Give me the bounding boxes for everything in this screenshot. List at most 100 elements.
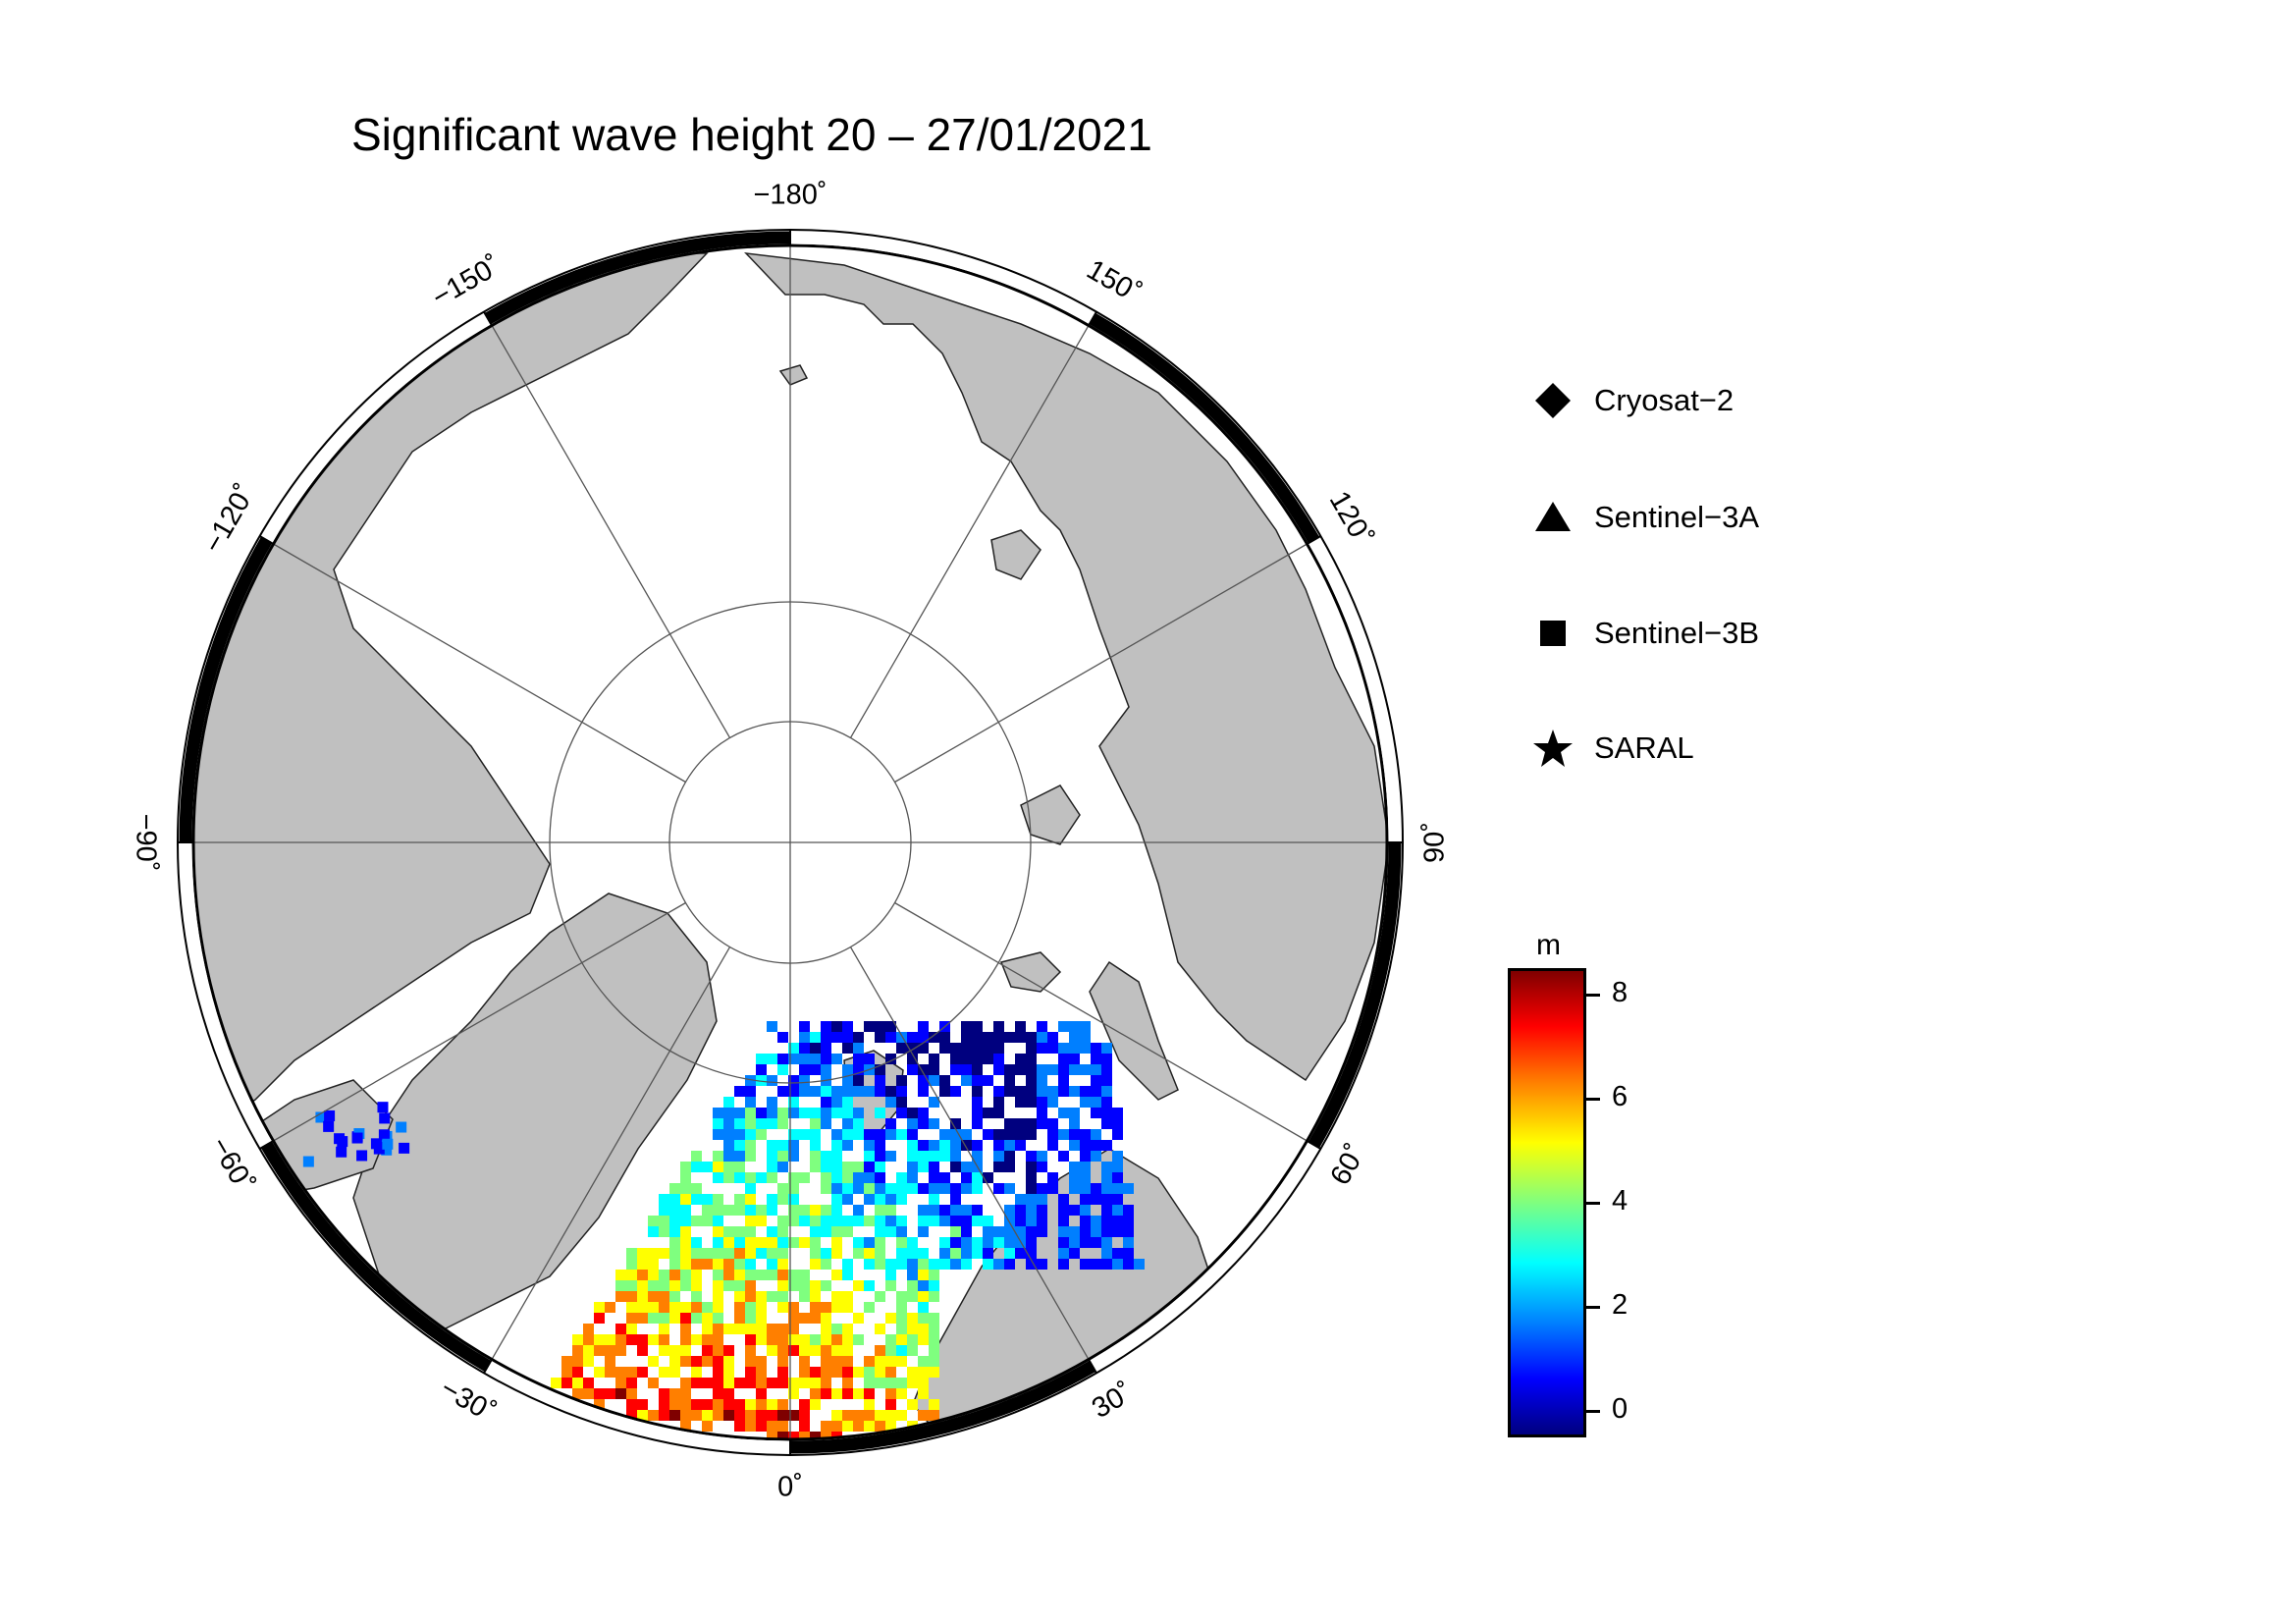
wave-height-sample <box>777 1259 788 1270</box>
wave-height-sample <box>1026 1129 1037 1140</box>
wave-height-sample <box>767 1194 777 1205</box>
wave-height-sample <box>745 1140 756 1151</box>
wave-height-sample <box>864 1129 875 1140</box>
wave-height-sample <box>572 1345 583 1356</box>
wave-height-sample <box>594 1388 605 1399</box>
wave-height-sample <box>745 1410 756 1421</box>
wave-height-sample <box>626 1367 637 1378</box>
wave-height-sample <box>1047 1043 1058 1054</box>
wave-height-sample <box>853 1183 864 1194</box>
wave-height-sample <box>907 1378 918 1388</box>
wave-height-sample <box>972 1248 983 1259</box>
wave-height-sample <box>885 1194 896 1205</box>
wave-height-sample <box>605 1345 615 1356</box>
wave-height-sample <box>723 1345 734 1356</box>
wave-height-sample <box>799 1108 810 1118</box>
wave-height-sample <box>767 1334 777 1345</box>
wave-height-sample <box>842 1118 853 1129</box>
wave-height-sample <box>767 1291 777 1302</box>
wave-height-sample <box>875 1086 885 1097</box>
colorbar-tick-label: 8 <box>1612 976 1629 1008</box>
wave-height-sample <box>723 1140 734 1151</box>
wave-height-sample <box>907 1313 918 1324</box>
wave-height-sample <box>767 1421 777 1432</box>
wave-height-sample <box>993 1108 1004 1118</box>
wave-height-sample <box>583 1378 594 1388</box>
wave-height-sample <box>1091 1097 1101 1108</box>
wave-height-sample <box>777 1162 788 1172</box>
wave-height-sample <box>648 1410 659 1421</box>
wave-height-sample <box>939 1086 950 1097</box>
wave-height-sample <box>918 1367 929 1378</box>
wave-height-sample <box>842 1388 853 1399</box>
wave-height-sample <box>1004 1237 1015 1248</box>
wave-height-sample <box>659 1345 669 1356</box>
wave-height-sample <box>1026 1097 1037 1108</box>
wave-height-sample <box>918 1216 929 1226</box>
wave-height-sample <box>907 1108 918 1118</box>
wave-height-sample <box>842 1140 853 1151</box>
wave-height-sample <box>810 1129 821 1140</box>
longitude-label: −120˚ <box>197 479 261 559</box>
meridian-line <box>491 947 731 1360</box>
wave-height-sample <box>637 1270 648 1280</box>
wave-height-sample <box>680 1356 691 1367</box>
wave-height-sample <box>918 1064 929 1075</box>
wave-height-sample <box>918 1205 929 1216</box>
wave-height-sample <box>788 1313 799 1324</box>
wave-height-sample <box>691 1399 702 1410</box>
wave-height-sample <box>972 1075 983 1086</box>
longitude-label: −60˚ <box>204 1132 260 1198</box>
wave-height-sample <box>1112 1259 1123 1270</box>
wave-height-sample <box>918 1183 929 1194</box>
wave-height-sample <box>734 1248 745 1259</box>
wave-height-sample <box>723 1270 734 1280</box>
wave-height-sample <box>572 1356 583 1367</box>
wave-height-sample <box>1123 1248 1134 1259</box>
wave-height-sample <box>821 1216 831 1226</box>
meridian-line <box>849 947 1090 1360</box>
wave-height-sample <box>669 1280 680 1291</box>
wave-height-sample <box>810 1248 821 1259</box>
wave-height-sample <box>691 1280 702 1291</box>
wave-height-sample <box>734 1140 745 1151</box>
wave-height-sample <box>799 1291 810 1302</box>
wave-height-sample <box>821 1378 831 1388</box>
wave-height-sample <box>799 1021 810 1032</box>
wave-height-sample <box>756 1075 767 1086</box>
wave-height-sample <box>983 1259 993 1270</box>
frame-tick <box>259 535 274 545</box>
wave-height-sample <box>691 1151 702 1162</box>
colorbar-tick-label: 0 <box>1612 1393 1629 1426</box>
wave-height-sample <box>821 1172 831 1183</box>
wave-height-sample <box>885 1216 896 1226</box>
wave-height-sample <box>831 1248 842 1259</box>
wave-height-sample <box>691 1237 702 1248</box>
wave-height-sample <box>929 1270 939 1280</box>
wave-height-sample <box>961 1162 972 1172</box>
wave-height-sample <box>929 1291 939 1302</box>
wave-height-sample <box>885 1097 896 1108</box>
wave-height-sample <box>756 1172 767 1183</box>
wave-height-sample <box>831 1086 842 1097</box>
colorbar-tick <box>1586 993 1600 997</box>
wave-height-sample <box>767 1172 777 1183</box>
wave-height-sample <box>777 1378 788 1388</box>
wave-height-sample <box>788 1108 799 1118</box>
wave-height-sample <box>669 1410 680 1421</box>
wave-height-sample <box>1058 1075 1069 1086</box>
wave-height-sample <box>864 1388 875 1399</box>
wave-height-sample <box>1058 1064 1069 1075</box>
wave-height-sample <box>1101 1043 1112 1054</box>
wave-height-sample <box>669 1388 680 1399</box>
wave-height-sample <box>788 1205 799 1216</box>
wave-height-sample <box>583 1345 594 1356</box>
wave-height-sample <box>907 1291 918 1302</box>
wave-height-sample <box>615 1367 626 1378</box>
wave-height-sample <box>691 1248 702 1259</box>
wave-height-sample <box>1091 1064 1101 1075</box>
frame-segment <box>1089 1141 1320 1373</box>
wave-height-sample <box>1091 1226 1101 1237</box>
wave-height-sample <box>907 1280 918 1291</box>
wave-height-sample <box>1015 1129 1026 1140</box>
